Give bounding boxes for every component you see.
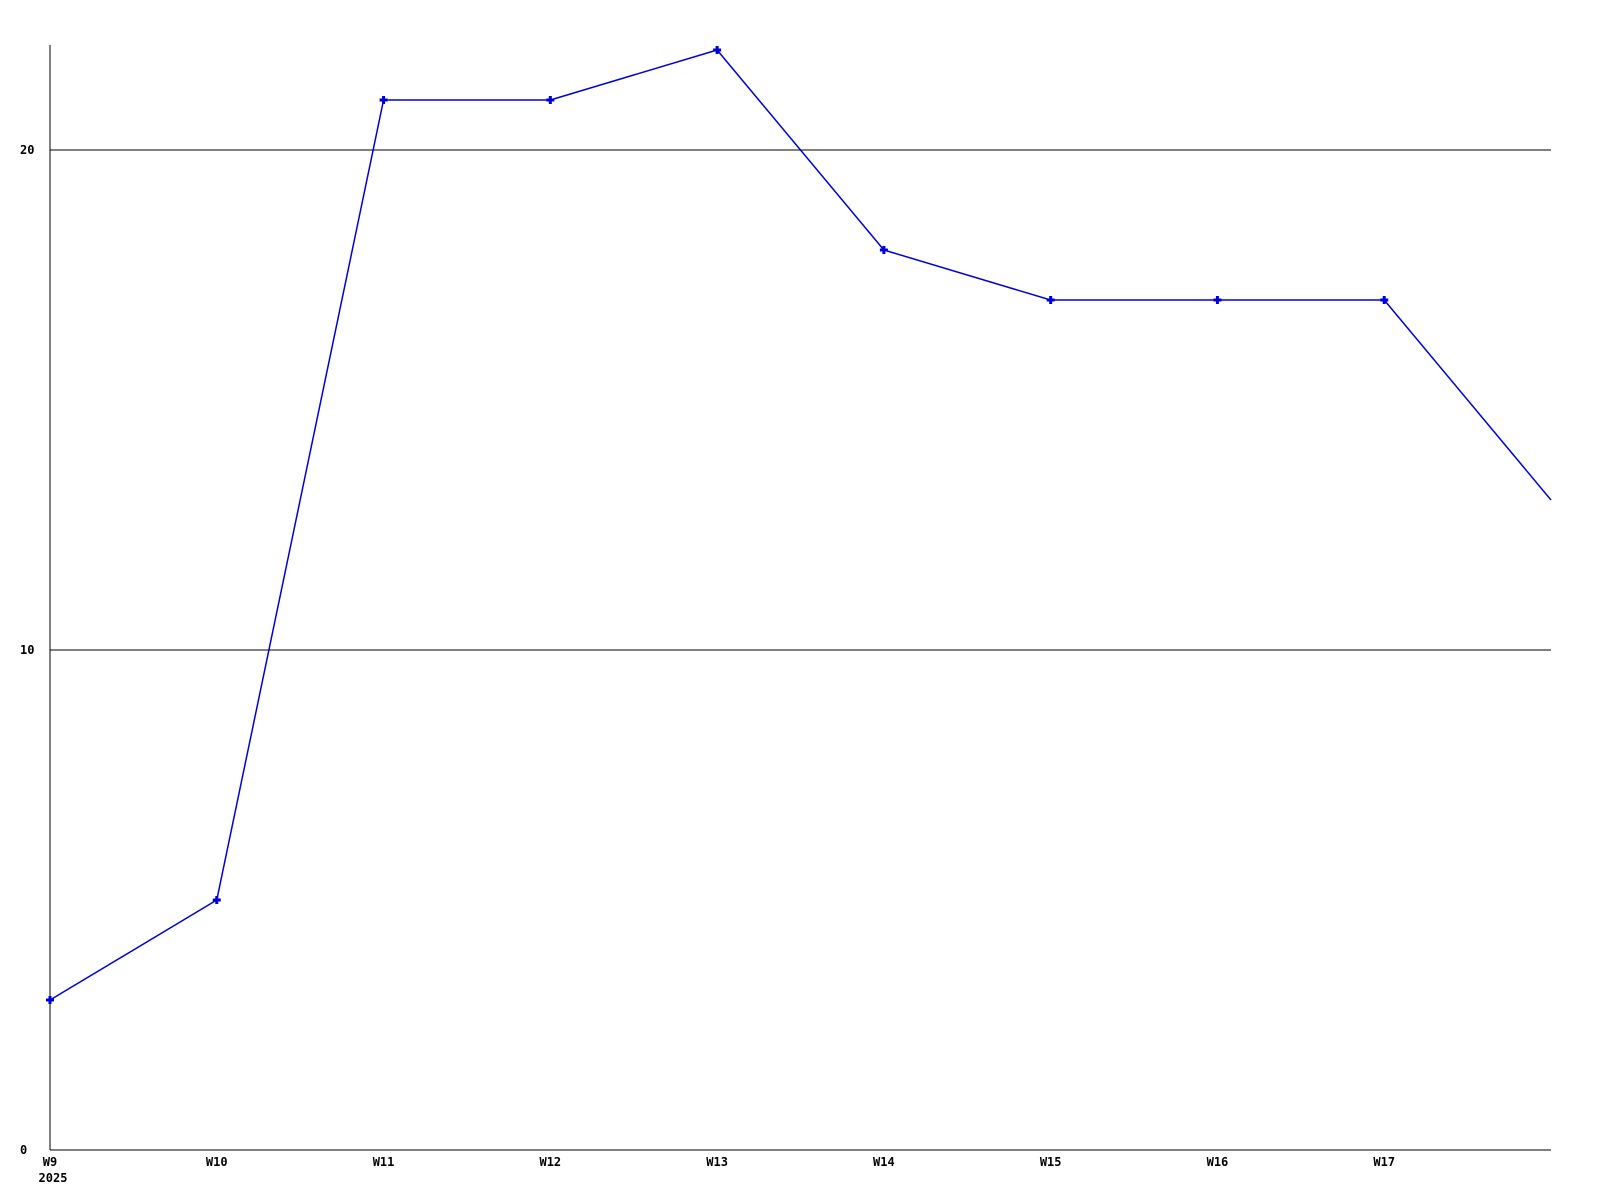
- x-tick-label-W15: W15: [1040, 1155, 1062, 1169]
- x-tick-label-W16: W16: [1207, 1155, 1229, 1169]
- y-tick-label-10: 10: [20, 643, 34, 657]
- x-tick-label-W9: W9: [43, 1155, 57, 1169]
- data-point-marker-W11: [379, 96, 388, 104]
- x-tick-label-W13: W13: [706, 1155, 728, 1169]
- data-point-marker-W15: [1046, 296, 1055, 304]
- y-axis-tick-labels: 0 10 20: [20, 143, 34, 1157]
- data-point-marker-W10: [212, 896, 221, 904]
- x-tick-label-W12: W12: [539, 1155, 561, 1169]
- data-point-marker-W12: [546, 96, 555, 104]
- x-tick-label-W10: W10: [206, 1155, 228, 1169]
- data-series: [46, 46, 1552, 1004]
- data-point-marker-W17: [1380, 296, 1389, 304]
- series-line: [49, 49, 1552, 1001]
- data-point-marker-W16: [1213, 296, 1222, 304]
- x-tick-label-W17: W17: [1373, 1155, 1395, 1169]
- y-tick-label-0: 0: [20, 1143, 27, 1157]
- x-axis-tick-labels: W9 W10 W11 W12 W13 W14 W15 W16 W17 2025: [39, 1155, 1396, 1185]
- x-axis-year-label: 2025: [39, 1171, 68, 1185]
- x-tick-label-W11: W11: [373, 1155, 395, 1169]
- x-tick-label-W14: W14: [873, 1155, 895, 1169]
- data-point-marker-W9: [46, 996, 54, 1004]
- y-tick-label-20: 20: [20, 143, 34, 157]
- axes: [49, 45, 1551, 1151]
- data-point-marker-W13: [713, 46, 722, 54]
- data-point-marker-W14: [879, 246, 888, 254]
- gridlines: [50, 149, 1551, 651]
